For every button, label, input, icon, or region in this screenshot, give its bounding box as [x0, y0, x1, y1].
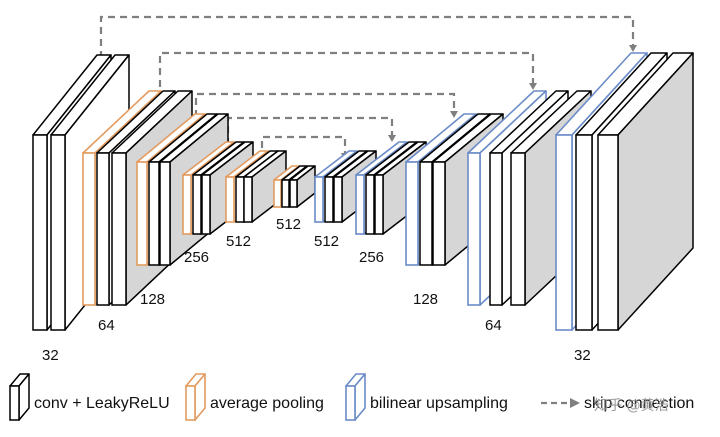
conv-legend-icon [9, 373, 30, 421]
decoder-label-256: 256 [359, 249, 384, 266]
skip-connection-4 [226, 116, 394, 145]
decoder-label-32: 32 [574, 347, 591, 364]
skip-arrowhead-3 [450, 111, 458, 118]
channel-labels: 32 64 128 256 512 512 512 256 128 64 32 [42, 216, 591, 364]
pool-legend-icon [185, 373, 206, 421]
skip-connection-3 [194, 92, 456, 117]
legend: conv + LeakyReLU average pooling bilinea… [9, 373, 694, 421]
upsample-legend-slab [345, 373, 366, 421]
encoder-label-512b: 512 [276, 216, 301, 233]
decoder-label-512: 512 [314, 233, 339, 250]
feature-map-slab-14 [243, 150, 287, 223]
feature-map-blocks [32, 52, 694, 331]
skip-arrowhead-1 [629, 45, 637, 52]
skip-legend-arrowhead [570, 398, 580, 408]
encoder-label-64: 64 [98, 317, 115, 334]
upsample-legend-icon [345, 373, 366, 421]
decoder-label-128: 128 [413, 291, 438, 308]
legend-skip-label: skip connection [584, 395, 694, 412]
skip-connection-2 [158, 51, 535, 87]
legend-upsample-label: bilinear upsampling [370, 395, 508, 412]
encoder-label-512a: 512 [226, 233, 251, 250]
legend-pool-label: average pooling [210, 395, 324, 412]
skip-arrowhead-2 [529, 83, 537, 90]
skip-arrowhead-4 [388, 135, 396, 142]
pool-legend-slab [185, 373, 206, 421]
skip-connection-1 [99, 15, 635, 58]
conv-legend-slab [9, 373, 30, 421]
legend-conv-label: conv + LeakyReLU [34, 395, 170, 412]
watermark: 知乎 @黄浩 [594, 397, 668, 414]
decoder-label-64: 64 [485, 317, 502, 334]
feature-map-slab-17 [289, 165, 316, 208]
encoder-label-128: 128 [140, 291, 165, 308]
skip-connection-5 [260, 135, 347, 160]
encoder-label-32: 32 [42, 347, 59, 364]
feature-map-slab-32 [597, 52, 694, 331]
encoder-label-256: 256 [184, 249, 209, 266]
